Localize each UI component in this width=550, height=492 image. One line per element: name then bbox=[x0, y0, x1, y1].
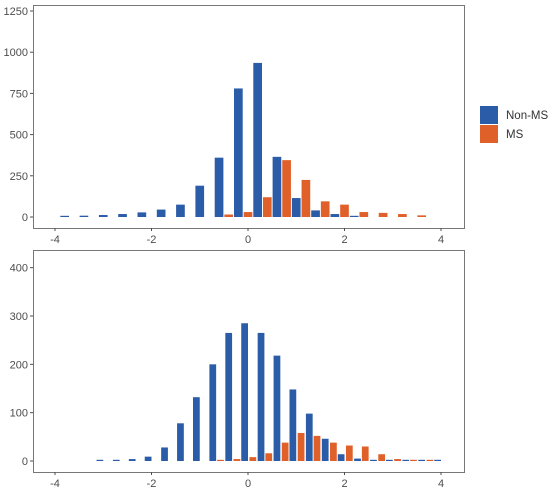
bar-ms bbox=[378, 212, 388, 217]
y-tick-label: 0 bbox=[22, 456, 28, 468]
y-tick-label: 1250 bbox=[4, 6, 28, 18]
bar-ms bbox=[361, 446, 369, 461]
bar-non-ms bbox=[156, 209, 166, 217]
y-tick-label: 100 bbox=[10, 408, 28, 420]
x-tick-label: 4 bbox=[438, 234, 444, 246]
bar-ms bbox=[345, 445, 353, 461]
x-tick-label: 4 bbox=[438, 478, 444, 490]
bar-ms bbox=[297, 432, 305, 461]
bar-non-ms bbox=[289, 389, 297, 461]
bar-non-ms bbox=[144, 456, 152, 461]
bar-non-ms bbox=[291, 198, 301, 217]
x-tick-label: -2 bbox=[147, 234, 157, 246]
y-tick-label: 300 bbox=[10, 311, 28, 323]
bar-non-ms bbox=[330, 214, 340, 217]
y-tick-label: 500 bbox=[10, 130, 28, 142]
bar-non-ms bbox=[273, 355, 281, 461]
y-tick-label: 0 bbox=[22, 212, 28, 224]
bar-non-ms bbox=[79, 215, 89, 217]
bar-non-ms bbox=[192, 397, 200, 461]
bar-non-ms bbox=[257, 332, 265, 461]
bar-non-ms bbox=[214, 157, 224, 217]
bar-non-ms bbox=[98, 215, 108, 217]
y-tick-label: 200 bbox=[10, 359, 28, 371]
bar-ms bbox=[233, 459, 241, 461]
legend-label-ms: MS bbox=[506, 129, 524, 141]
bar-non-ms bbox=[137, 212, 147, 217]
bar-ms bbox=[359, 212, 369, 217]
bar-non-ms bbox=[418, 459, 426, 461]
bar-non-ms bbox=[225, 332, 233, 461]
y-tick-label: 250 bbox=[10, 171, 28, 183]
x-tick-label: -4 bbox=[50, 478, 60, 490]
bottom-histogram-panel: 0 100 200 300 400 -4 -2 0 2 4 bbox=[10, 250, 465, 490]
bar-ms bbox=[282, 160, 291, 217]
bar-non-ms bbox=[311, 210, 320, 217]
bar-non-ms bbox=[241, 323, 248, 461]
bar-non-ms bbox=[385, 459, 393, 461]
x-tick-label: 0 bbox=[245, 478, 251, 490]
bar-ms bbox=[265, 453, 273, 461]
bar-ms bbox=[426, 459, 434, 461]
legend-key-non-ms bbox=[480, 106, 498, 124]
bar-non-ms bbox=[96, 459, 104, 461]
y-tick-label: 400 bbox=[10, 263, 28, 275]
bar-non-ms bbox=[434, 459, 441, 461]
bar-non-ms bbox=[349, 215, 359, 217]
bar-non-ms bbox=[253, 62, 262, 217]
x-tick-label: 2 bbox=[341, 234, 347, 246]
bar-ms bbox=[301, 179, 311, 217]
bar-non-ms bbox=[209, 364, 217, 461]
top-histogram-panel: 0 250 500 750 1000 1250 -4 -2 0 2 4 bbox=[4, 5, 465, 246]
legend: Non-MS MS bbox=[480, 106, 549, 143]
bar-ms bbox=[378, 454, 386, 461]
bar-ms bbox=[224, 214, 234, 217]
bar-ms bbox=[410, 459, 417, 461]
bar-ms bbox=[340, 204, 349, 217]
bar-non-ms bbox=[118, 214, 127, 217]
bar-ms bbox=[217, 459, 224, 461]
bar-non-ms bbox=[370, 459, 377, 461]
bar-ms bbox=[243, 212, 253, 217]
bar-ms bbox=[249, 457, 257, 461]
y-tick-label: 750 bbox=[10, 88, 28, 100]
bar-non-ms bbox=[402, 459, 410, 461]
x-tick-label: -4 bbox=[50, 234, 60, 246]
panel-border bbox=[33, 5, 465, 229]
y-tick-label: 1000 bbox=[4, 47, 28, 59]
bar-ms bbox=[320, 201, 330, 217]
bar-ms bbox=[417, 215, 427, 217]
bar-non-ms bbox=[128, 459, 136, 461]
bar-ms bbox=[398, 214, 407, 217]
bar-non-ms bbox=[176, 204, 185, 217]
bar-non-ms bbox=[161, 447, 168, 461]
x-tick-label: 2 bbox=[341, 478, 347, 490]
legend-label-non-ms: Non-MS bbox=[506, 110, 549, 122]
bar-non-ms bbox=[305, 413, 313, 461]
bar-non-ms bbox=[112, 459, 120, 461]
bar-non-ms bbox=[234, 88, 243, 218]
bar-non-ms bbox=[60, 215, 69, 217]
x-tick-label: -2 bbox=[147, 478, 157, 490]
bar-non-ms bbox=[354, 458, 361, 461]
bar-non-ms bbox=[195, 185, 205, 217]
bar-non-ms bbox=[321, 438, 329, 461]
bar-non-ms bbox=[337, 454, 345, 461]
bar-ms bbox=[394, 459, 401, 461]
bar-ms bbox=[281, 442, 289, 461]
bar-non-ms bbox=[177, 423, 184, 461]
bar-ms bbox=[330, 442, 337, 461]
x-tick-label: 0 bbox=[245, 234, 251, 246]
bar-ms bbox=[313, 435, 321, 461]
bar-non-ms bbox=[272, 156, 282, 217]
panel-border bbox=[33, 250, 465, 473]
bar-ms bbox=[262, 197, 272, 217]
legend-key-ms bbox=[480, 125, 498, 143]
